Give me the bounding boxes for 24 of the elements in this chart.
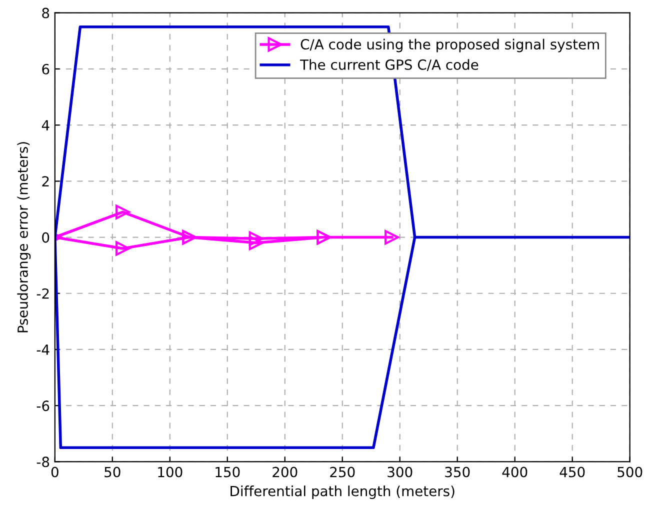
y-tick-label: 6 (42, 64, 50, 74)
x-tick-label: 100 (158, 466, 182, 478)
y-tick-label: 4 (42, 120, 50, 130)
x-tick-label: 450 (560, 466, 585, 478)
x-tick-label: 350 (445, 466, 470, 478)
y-axis-title: Pseudorange error (meters) (17, 142, 31, 332)
legend-label: The current GPS C/A code (300, 59, 478, 72)
x-tick-label: 150 (216, 466, 240, 478)
x-tick-label: 250 (330, 466, 355, 478)
x-tick-label: 500 (618, 466, 642, 478)
x-tick-label: 50 (104, 466, 120, 478)
y-tick-label: 8 (42, 8, 50, 18)
x-tick-label: 0 (51, 466, 58, 478)
legend-label: C/A code using the proposed signal system (300, 38, 599, 52)
y-tick-label: -4 (36, 344, 50, 355)
x-tick-label: 400 (502, 466, 528, 478)
y-tick-label: 0 (42, 232, 50, 243)
x-tick-label: 300 (388, 466, 412, 478)
y-tick-label: -6 (36, 400, 50, 412)
x-tick-label: 200 (272, 466, 298, 478)
y-tick-label: 2 (42, 176, 49, 186)
x-axis-title: Differential path length (meters) (230, 486, 454, 499)
y-tick-label: -2 (36, 288, 49, 299)
y-tick-label: -8 (36, 456, 50, 468)
